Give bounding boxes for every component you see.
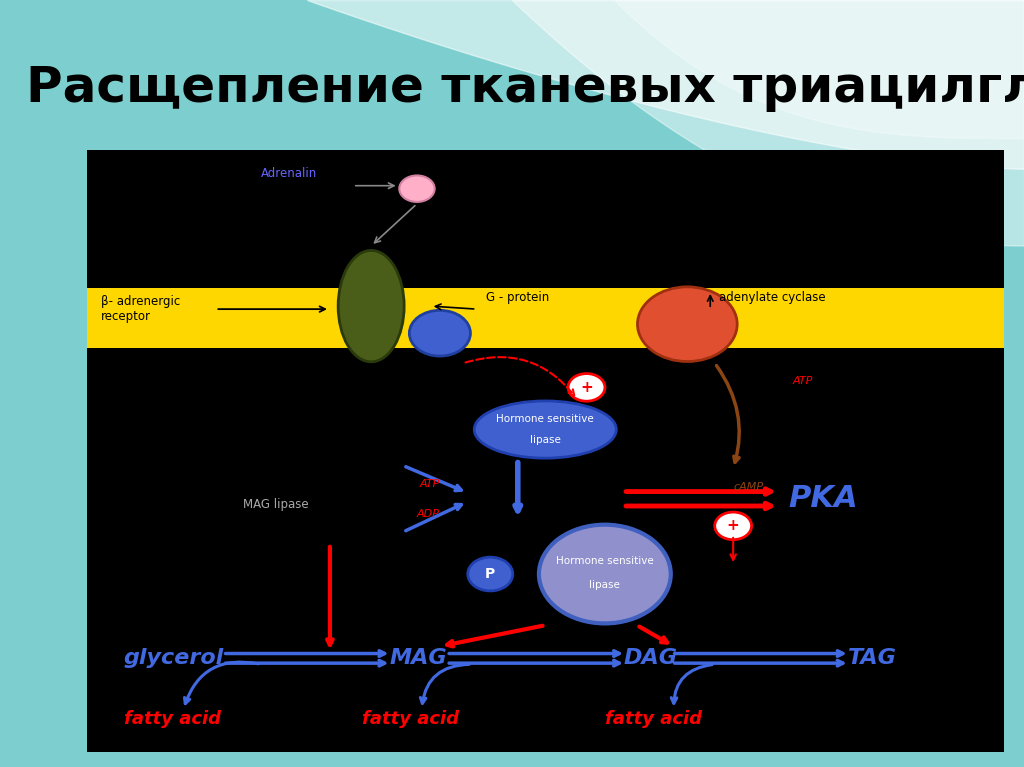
Text: fatty acid: fatty acid (605, 709, 701, 728)
Text: β- adrenergic
receptor: β- adrenergic receptor (100, 295, 180, 323)
Ellipse shape (474, 401, 616, 458)
Circle shape (539, 525, 671, 624)
Ellipse shape (338, 250, 404, 362)
Text: fatty acid: fatty acid (124, 709, 221, 728)
Text: cAMP: cAMP (733, 482, 763, 492)
Text: MAG lipase: MAG lipase (243, 499, 308, 512)
Text: TAG: TAG (848, 648, 897, 668)
Circle shape (468, 557, 513, 591)
Text: DAG: DAG (624, 648, 677, 668)
Text: ATP: ATP (793, 377, 813, 387)
Circle shape (568, 374, 605, 401)
Text: +: + (727, 518, 739, 533)
Text: G - protein: G - protein (485, 291, 549, 304)
Text: P: P (485, 567, 496, 581)
Circle shape (410, 311, 470, 356)
Text: Hormone sensitive: Hormone sensitive (556, 556, 653, 566)
Text: glycerol: glycerol (124, 648, 224, 668)
Text: fatty acid: fatty acid (362, 709, 459, 728)
Text: lipase: lipase (590, 580, 621, 590)
Text: Расщепление тканевых триацилглицеролов: Расщепление тканевых триацилглицеролов (26, 64, 1024, 112)
Circle shape (638, 287, 737, 361)
Circle shape (715, 512, 752, 540)
Text: adenylate cyclase: adenylate cyclase (720, 291, 826, 304)
Bar (87, 288, 1004, 348)
Text: Hormone sensitive: Hormone sensitive (497, 413, 594, 423)
Circle shape (399, 176, 434, 202)
Bar (87, 150, 1004, 752)
Text: Adrenalin: Adrenalin (261, 167, 317, 180)
Text: lipase: lipase (529, 436, 561, 446)
Text: PKA: PKA (788, 484, 858, 513)
Text: +: + (581, 380, 593, 395)
Text: MAG: MAG (389, 648, 447, 668)
Text: ADP: ADP (417, 509, 440, 518)
Text: ATP: ATP (420, 479, 440, 489)
